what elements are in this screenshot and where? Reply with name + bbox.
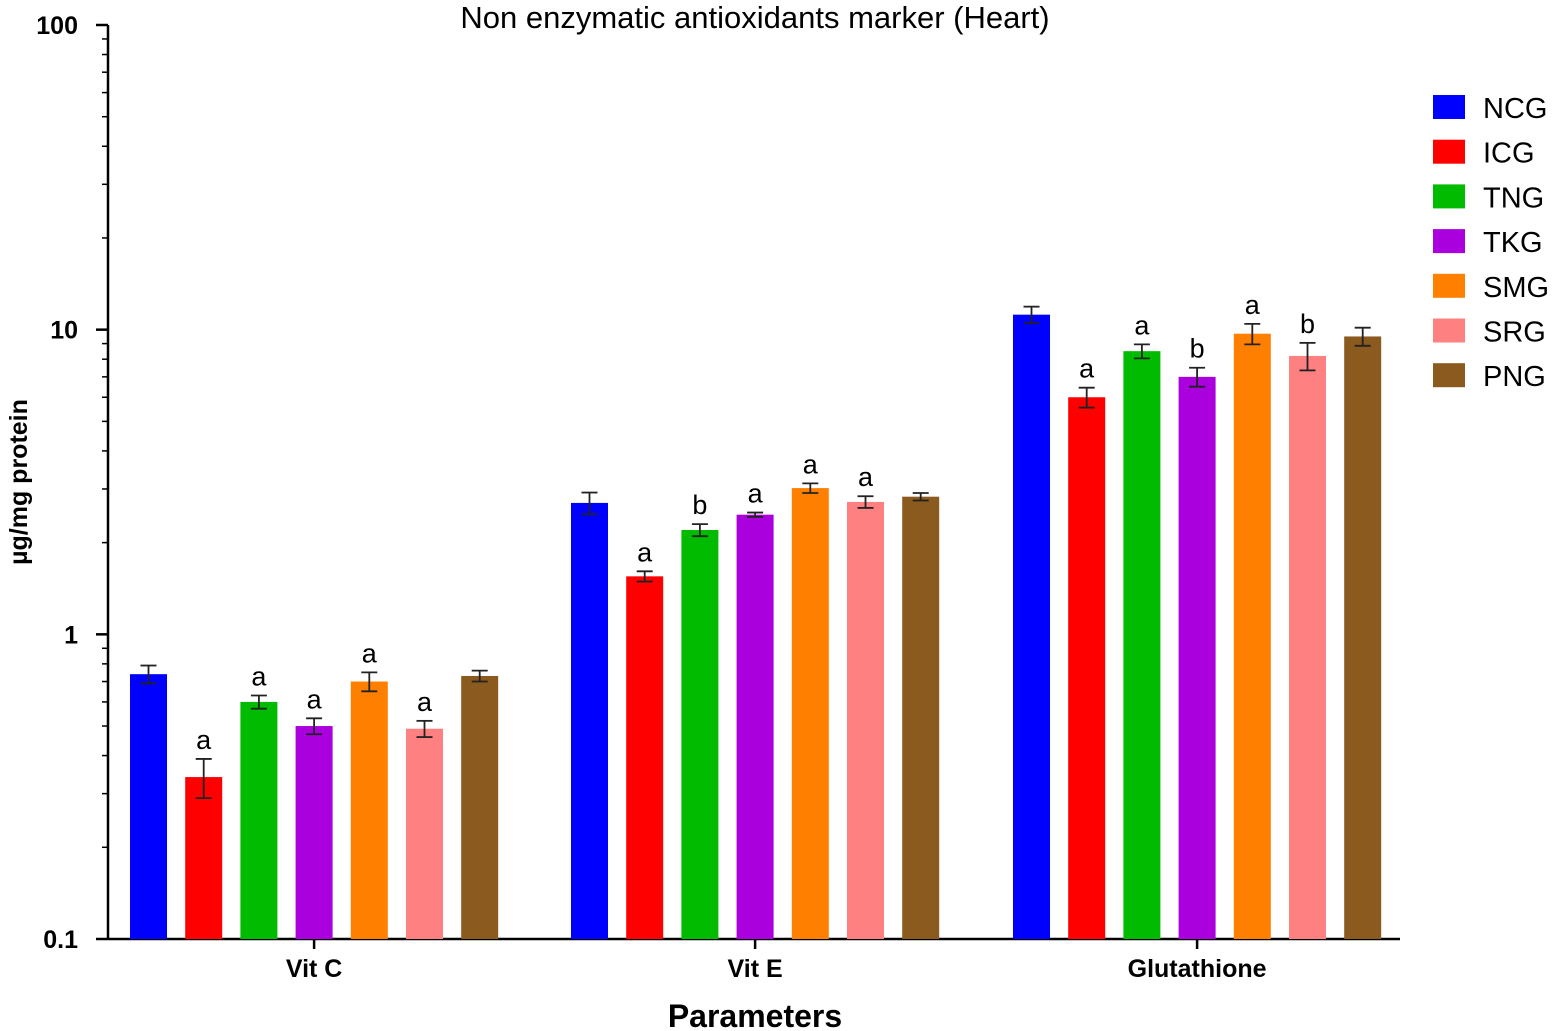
bar [1344,336,1382,939]
legend-swatch [1433,318,1465,343]
significance-label: a [417,687,433,717]
bar [1233,333,1271,939]
bar [185,777,223,939]
bar [350,681,388,939]
legend: NCG ICG TNG TKG SMG SRG PNG [1433,93,1549,393]
legend-label: PNG [1483,361,1546,393]
significance-label: a [196,725,212,755]
bar [295,726,333,939]
bar [681,530,719,939]
bar [902,496,940,939]
bar [1123,351,1161,939]
legend-label: TNG [1483,182,1544,214]
significance-label: a [362,638,378,668]
legend-label: ICG [1483,138,1535,170]
y-tick-label: 100 [36,12,78,40]
legend-swatch [1433,95,1465,119]
bar [571,502,608,939]
bar [1068,397,1106,939]
bar [461,675,499,939]
bar [1289,355,1326,940]
legend-label: TKG [1483,227,1543,259]
legend-swatch [1433,184,1465,209]
bar [626,576,664,939]
significance-label: b [1300,309,1315,339]
significance-label: b [692,490,707,520]
legend-label: SRG [1483,317,1546,349]
significance-label: a [1245,290,1261,320]
legend-swatch [1433,229,1465,254]
bars: a a a a a a b a a a a a b a b [130,290,1382,940]
y-tick-label: 10 [50,317,78,345]
x-tick-label: Vit E [728,955,783,983]
x-axis-title: Parameters [668,998,842,1031]
legend-swatch [1433,273,1465,298]
y-tick-label: 1 [64,621,78,649]
significance-label: a [251,661,267,691]
bar [1013,314,1050,939]
significance-label: a [1079,354,1095,384]
bar [736,514,774,939]
bar [1178,376,1216,940]
x-tick-label: Vit C [286,955,343,983]
bar [847,501,884,939]
bar [406,728,443,939]
significance-label: a [748,479,764,509]
significance-label: a [307,684,323,714]
significance-label: a [1134,310,1150,340]
significance-label: a [637,537,653,567]
chart-title: Non enzymatic antioxidants marker (Heart… [460,0,1049,35]
y-tick-label: 0.1 [43,926,78,954]
x-tick-label: Glutathione [1128,955,1267,983]
legend-label: NCG [1483,93,1547,125]
legend-swatch [1433,363,1465,388]
y-axis-title: µg/mg protein [5,399,33,565]
significance-label: b [1190,334,1205,364]
significance-label: a [803,449,819,479]
bar [130,674,167,939]
legend-swatch [1433,139,1465,164]
legend-label: SMG [1483,272,1549,304]
significance-label: a [858,462,874,492]
bar [240,701,278,939]
bar [791,488,829,939]
